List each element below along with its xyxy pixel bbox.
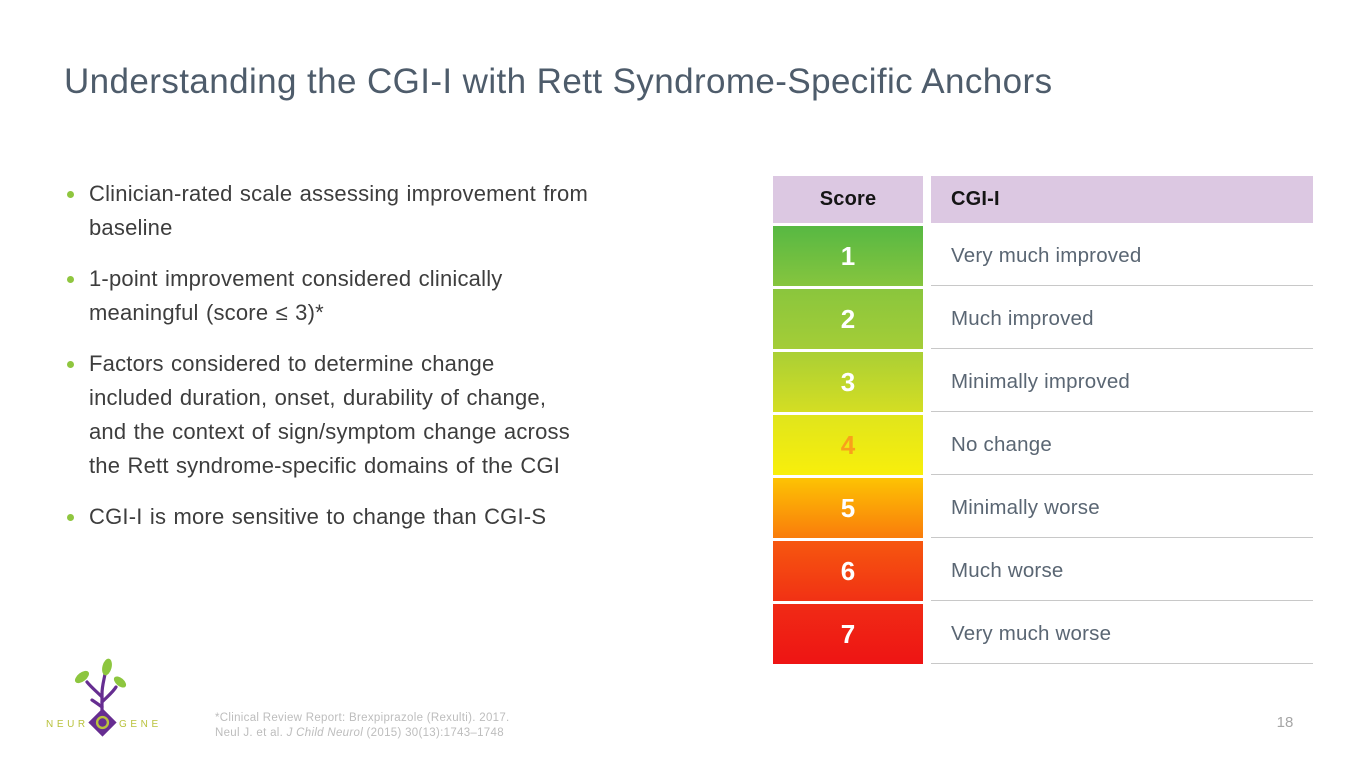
score-cell: 2 bbox=[773, 289, 923, 349]
logo-tree-icon: NEUR GENE bbox=[46, 658, 162, 737]
footnote-journal: J Child Neurol bbox=[286, 727, 364, 739]
table-row: 7 Very much worse bbox=[773, 604, 1313, 664]
label-cell: Minimally improved bbox=[931, 352, 1313, 412]
table-header-row: Score CGI-I bbox=[773, 176, 1313, 223]
bullet-item: Clinician-rated scale assessing improvem… bbox=[64, 177, 744, 245]
table-row: 1 Very much improved bbox=[773, 226, 1313, 286]
bullet-item: 1-point improvement considered clinicall… bbox=[64, 262, 744, 330]
slide-title: Understanding the CGI-I with Rett Syndro… bbox=[64, 62, 1053, 101]
label-cell: Minimally worse bbox=[931, 478, 1313, 538]
bullet-text: 1-point improvement considered clinicall… bbox=[89, 266, 503, 325]
table-row: 6 Much worse bbox=[773, 541, 1313, 601]
label-cell: Very much worse bbox=[931, 604, 1313, 664]
bullet-dot-icon bbox=[67, 276, 74, 283]
page-number: 18 bbox=[1276, 714, 1294, 731]
logo-text-left: NEUR bbox=[46, 719, 89, 730]
bullet-text: Clinician-rated scale assessing improvem… bbox=[89, 181, 589, 240]
logo-text-right: GENE bbox=[119, 719, 162, 730]
table-row: 4 No change bbox=[773, 415, 1313, 475]
footnote-line1: *Clinical Review Report: Brexpiprazole (… bbox=[215, 712, 510, 724]
score-cell: 4 bbox=[773, 415, 923, 475]
table-body: 1 Very much improved 2 Much improved 3 M… bbox=[773, 226, 1313, 664]
bullet-list: Clinician-rated scale assessing improvem… bbox=[64, 177, 744, 551]
cgi-score-table: Score CGI-I 1 Very much improved 2 Much … bbox=[773, 176, 1313, 667]
table-row: 2 Much improved bbox=[773, 289, 1313, 349]
label-cell: Very much improved bbox=[931, 226, 1313, 286]
label-cell: No change bbox=[931, 415, 1313, 475]
table-row: 5 Minimally worse bbox=[773, 478, 1313, 538]
label-cell: Much worse bbox=[931, 541, 1313, 601]
table-header-score: Score bbox=[773, 176, 923, 223]
footnote: *Clinical Review Report: Brexpiprazole (… bbox=[215, 711, 510, 741]
bullet-dot-icon bbox=[67, 191, 74, 198]
bullet-text: Factors considered to determine change i… bbox=[89, 351, 570, 478]
score-cell: 1 bbox=[773, 226, 923, 286]
score-cell: 6 bbox=[773, 541, 923, 601]
score-cell: 3 bbox=[773, 352, 923, 412]
bullet-item: CGI-I is more sensitive to change than C… bbox=[64, 500, 744, 534]
bullet-dot-icon bbox=[67, 514, 74, 521]
score-cell: 7 bbox=[773, 604, 923, 664]
score-cell: 5 bbox=[773, 478, 923, 538]
neurogene-logo: NEUR GENE bbox=[46, 656, 168, 748]
bullet-item: Factors considered to determine change i… bbox=[64, 347, 744, 483]
table-row: 3 Minimally improved bbox=[773, 352, 1313, 412]
table-header-cgi: CGI-I bbox=[931, 176, 1313, 223]
footnote-line2: Neul J. et al. J Child Neurol (2015) 30(… bbox=[215, 727, 504, 739]
bullet-text: CGI-I is more sensitive to change than C… bbox=[89, 504, 547, 529]
label-cell: Much improved bbox=[931, 289, 1313, 349]
bullet-dot-icon bbox=[67, 361, 74, 368]
